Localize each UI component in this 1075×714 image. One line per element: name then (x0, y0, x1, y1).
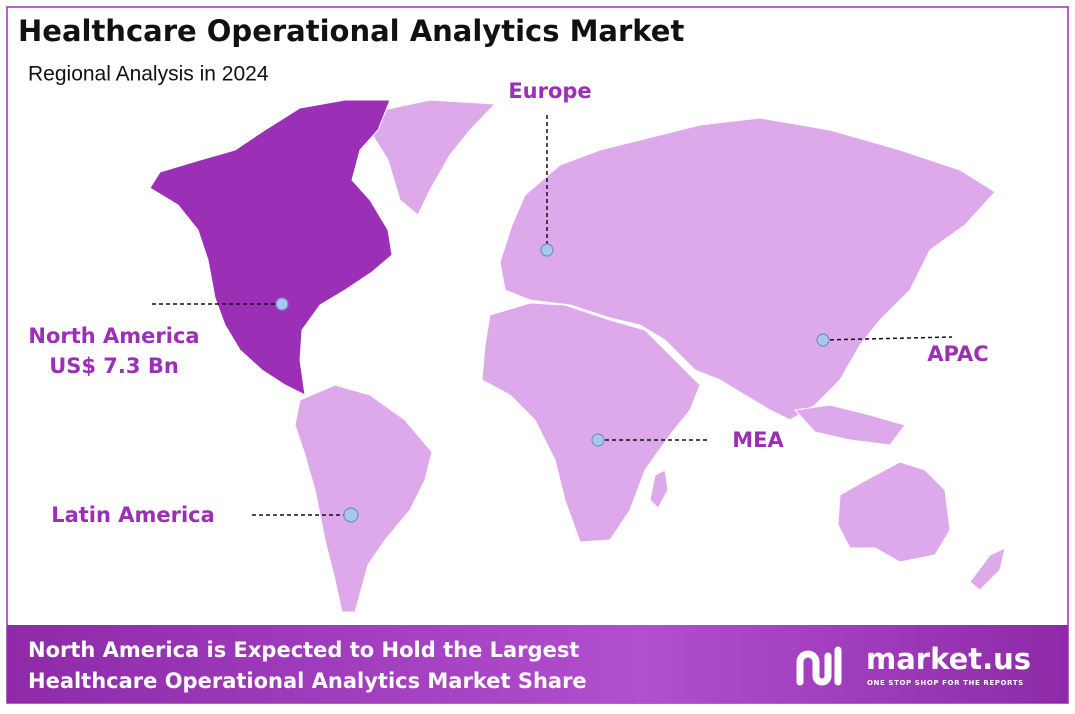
madagascar (649, 469, 669, 509)
subtitle: Regional Analysis in 2024 (28, 63, 269, 86)
footer-line: Healthcare Operational Analytics Market … (28, 669, 587, 693)
australia (837, 461, 951, 563)
south-america (294, 384, 433, 613)
world-map (149, 99, 1006, 613)
region-value: US$ 7.3 Bn (49, 354, 179, 378)
title: Healthcare Operational Analytics Market (18, 14, 684, 48)
region-label: MEA (732, 428, 784, 452)
brand-tagline: ONE STOP SHOP FOR THE REPORTS (867, 679, 1024, 687)
brand-name: market.us (866, 642, 1031, 676)
region-marker (816, 333, 830, 347)
region-label: Latin America (51, 503, 215, 527)
brand-logo: market.us ONE STOP SHOP FOR THE REPORTS (796, 642, 1031, 687)
africa (481, 302, 701, 543)
leader-line (822, 336, 953, 341)
greenland (359, 99, 497, 216)
region-marker (591, 433, 605, 447)
new-zealand (969, 547, 1006, 591)
region-label: APAC (927, 342, 988, 366)
region-label: Europe (508, 79, 591, 103)
region-marker (275, 297, 289, 311)
north-america (149, 99, 393, 396)
footer-band (7, 625, 1068, 703)
region-marker (540, 243, 554, 257)
region-label: North America (28, 324, 199, 348)
indonesia (793, 404, 906, 446)
callouts: North America US$ 7.3 Bn Europe APAC MEA… (28, 79, 988, 527)
eurasia (499, 117, 996, 421)
region-marker (343, 507, 359, 523)
logo-mark (796, 646, 842, 686)
footer-line: North America is Expected to Hold the La… (28, 638, 579, 662)
